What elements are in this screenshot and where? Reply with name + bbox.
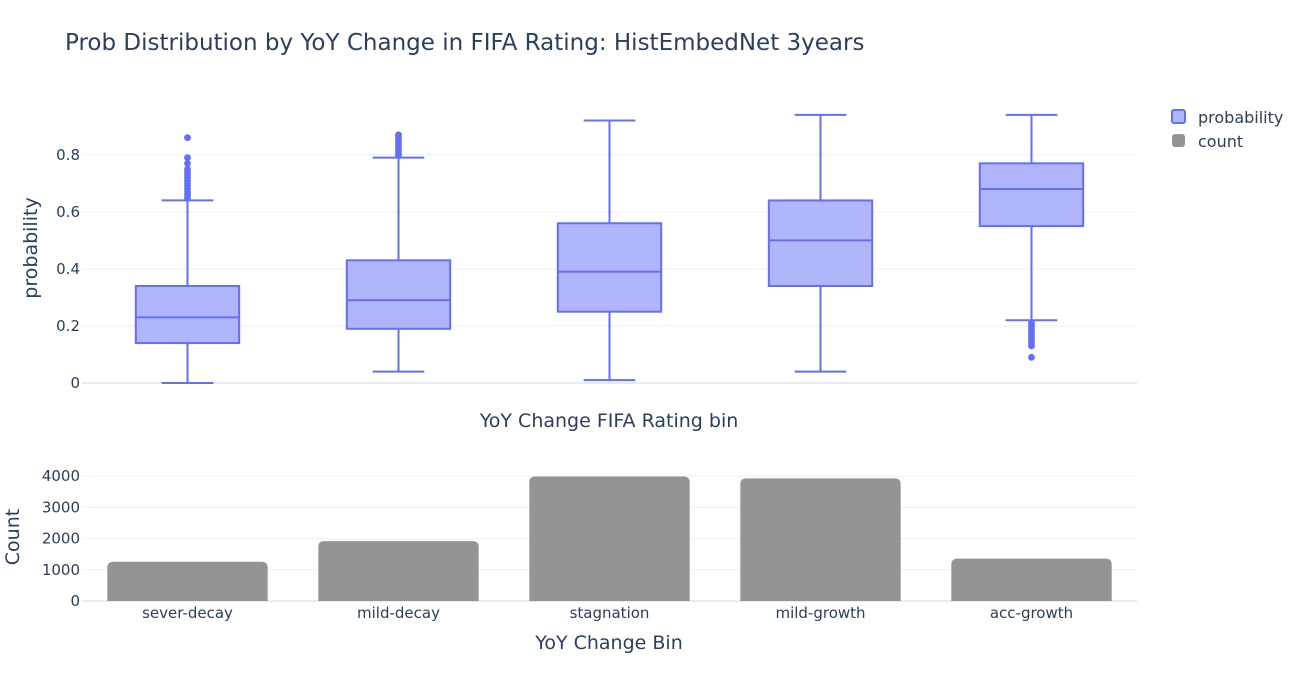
bar-chart-x-tick-label: stagnation — [570, 604, 650, 622]
box-iqr — [767, 199, 874, 288]
box-outlier-point — [1028, 353, 1035, 361]
bar-chart-y-tick-label: 3000 — [42, 498, 80, 516]
bar-chart-x-tick-label: sever-decay — [142, 604, 233, 622]
box-plot-panel: 0 0.2 0.4 0.6 0.8 YoY Change FIFA Rating bin… — [20, 113, 1137, 432]
box-acc-growth[interactable] — [978, 113, 1085, 361]
box-iqr — [345, 259, 452, 330]
bar-stagnation[interactable] — [529, 476, 690, 601]
legend-swatch-count — [1172, 134, 1185, 147]
chart-title: Prob Distribution by YoY Change in FIFA … — [65, 30, 864, 56]
bar-chart-bars[interactable] — [107, 476, 1112, 601]
legend-label-probability: probability — [1198, 108, 1283, 127]
bar-chart-x-axis-title: YoY Change Bin — [534, 632, 683, 654]
legend-label-count: count — [1198, 132, 1243, 151]
bar-chart-y-axis-title: Count — [2, 509, 24, 565]
box-outlier-point — [184, 134, 191, 142]
box-iqr — [556, 222, 663, 313]
bar-mild-growth[interactable] — [740, 478, 901, 601]
box-outlier-point — [395, 131, 402, 139]
bar-chart-y-tick-label: 2000 — [42, 530, 80, 548]
box-plot-y-tick-label: 0.4 — [56, 260, 80, 278]
bar-chart-x-tick-label: mild-decay — [357, 604, 440, 622]
box-outlier-point — [184, 154, 191, 162]
legend[interactable]: probability count — [1171, 108, 1283, 151]
box-plot-y-tick-label: 0 — [70, 374, 80, 392]
legend-item-probability[interactable]: probability — [1171, 108, 1283, 127]
box-plot-boxes[interactable] — [134, 113, 1085, 384]
bar-sever-decay[interactable] — [107, 561, 268, 601]
box-sever-decay[interactable] — [134, 134, 241, 384]
bar-chart-x-ticks: sever-decay mild-decay stagnation mild-grow… — [142, 604, 1073, 622]
box-outlier-point — [1028, 319, 1035, 327]
box-iqr — [134, 285, 241, 345]
box-plot-y-tick-label: 0.6 — [56, 203, 80, 221]
box-mild-growth[interactable] — [767, 113, 874, 373]
bar-acc-growth[interactable] — [951, 558, 1112, 601]
legend-item-count[interactable]: count — [1172, 132, 1243, 151]
box-plot-y-axis-title: probability — [20, 197, 42, 298]
box-plot-y-ticks: 0 0.2 0.4 0.6 0.8 — [56, 146, 80, 392]
bar-chart-y-tick-label: 1000 — [42, 561, 80, 579]
box-outlier-point — [184, 165, 191, 173]
box-iqr — [978, 162, 1085, 228]
bar-chart-x-tick-label: mild-growth — [775, 604, 865, 622]
bar-chart-y-tick-label: 0 — [70, 592, 80, 610]
bar-mild-decay[interactable] — [318, 541, 479, 601]
box-plot-x-axis-title: YoY Change FIFA Rating bin — [479, 410, 739, 432]
box-outlier-point — [184, 159, 191, 167]
bar-chart-x-tick-label: acc-growth — [990, 604, 1073, 622]
box-mild-decay[interactable] — [345, 131, 452, 373]
legend-swatch-probability — [1171, 109, 1186, 124]
box-plot-y-tick-label: 0.8 — [56, 146, 80, 164]
box-stagnation[interactable] — [556, 119, 663, 382]
bar-chart-y-tick-label: 4000 — [42, 467, 80, 485]
box-plot-y-tick-label: 0.2 — [56, 317, 80, 335]
bar-chart-y-ticks: 0 1000 2000 3000 4000 — [42, 467, 80, 610]
